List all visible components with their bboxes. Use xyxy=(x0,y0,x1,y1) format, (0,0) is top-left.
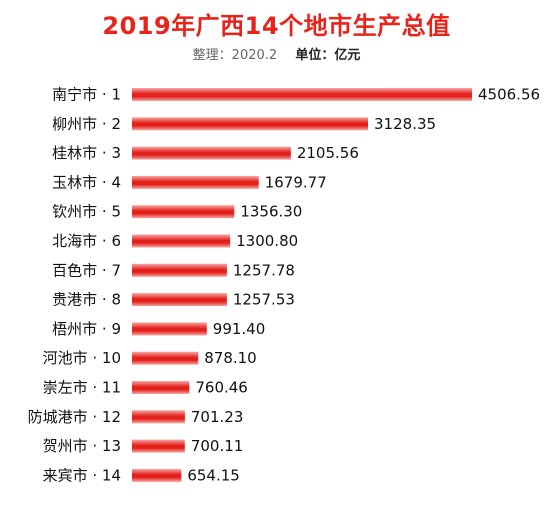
value-label: 654.15 xyxy=(187,466,240,484)
bar xyxy=(132,293,227,307)
bars-layer: 南宁市 · 1 4506.56 柳州市 · 2 3128.35 桂林市 · 3 2105.… xyxy=(28,86,540,485)
category-label: 百色市 · 7 xyxy=(52,261,121,279)
value-label: 700.11 xyxy=(191,437,244,455)
unit-label: 单位：亿元 xyxy=(295,48,361,63)
category-label: 柳州市 · 2 xyxy=(52,115,121,133)
bar xyxy=(132,351,199,365)
category-label: 贵港市 · 8 xyxy=(52,291,121,309)
compiled-date-note: 整理：2020.2 xyxy=(192,48,278,63)
bar xyxy=(132,468,182,482)
category-label: 河池市 · 10 xyxy=(43,349,121,367)
category-label: 防城港市 · 12 xyxy=(28,408,121,426)
bar xyxy=(132,88,472,101)
bar xyxy=(132,322,207,336)
category-label: 梧州市 · 9 xyxy=(52,320,121,338)
category-label: 北海市 · 6 xyxy=(52,232,121,250)
bar xyxy=(132,146,291,160)
bar xyxy=(132,263,227,277)
value-label: 701.23 xyxy=(191,408,244,426)
bar xyxy=(132,410,185,424)
category-label: 玉林市 · 4 xyxy=(52,173,121,191)
value-label: 991.40 xyxy=(213,320,266,338)
bar xyxy=(132,117,369,131)
bar xyxy=(132,205,235,219)
category-label: 钦州市 · 5 xyxy=(52,203,121,221)
value-label: 1356.30 xyxy=(240,203,302,221)
bar xyxy=(132,234,231,248)
value-label: 4506.56 xyxy=(478,86,540,104)
bar xyxy=(132,439,185,453)
value-label: 2105.56 xyxy=(297,144,359,162)
value-label: 1679.77 xyxy=(265,173,327,191)
value-label: 1300.80 xyxy=(236,232,298,250)
chart-subtitle: 整理：2020.2 单位：亿元 xyxy=(0,44,553,63)
bar xyxy=(132,175,259,189)
bar xyxy=(132,381,190,394)
category-label: 桂林市 · 3 xyxy=(52,144,121,162)
category-label: 来宾市 · 14 xyxy=(43,466,121,484)
value-label: 1257.78 xyxy=(233,261,295,279)
category-label: 崇左市 · 11 xyxy=(43,379,121,397)
value-label: 878.10 xyxy=(204,349,257,367)
chart-title: 2019年广西14个地市生产总值 xyxy=(102,12,451,40)
category-label: 贺州市 · 13 xyxy=(43,437,121,455)
value-label: 1257.53 xyxy=(233,291,295,309)
value-label: 3128.35 xyxy=(374,115,436,133)
category-label: 南宁市 · 1 xyxy=(52,86,121,104)
value-label: 760.46 xyxy=(195,379,248,397)
